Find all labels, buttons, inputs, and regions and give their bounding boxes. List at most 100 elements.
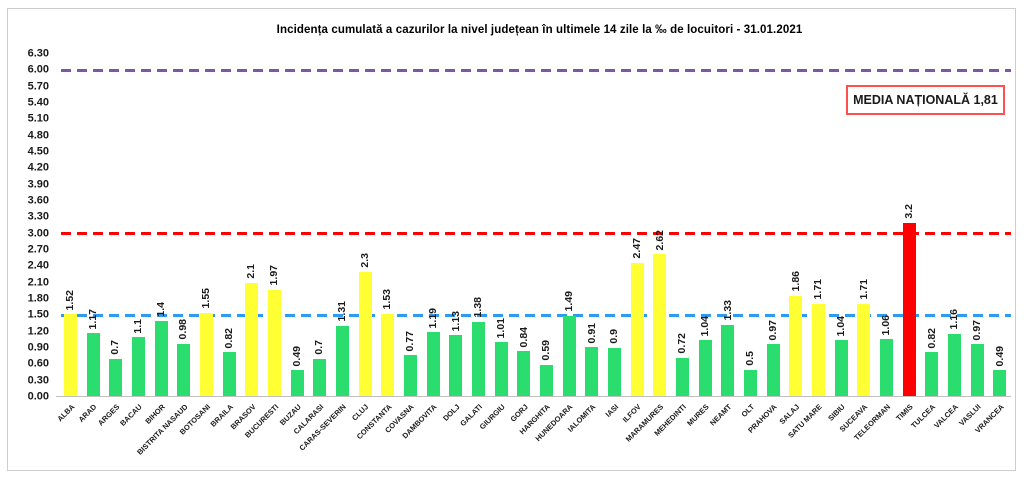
bar-slot-calarasi: 0.7 CALARASI — [292, 54, 331, 436]
bar-value-label: 1.38 — [472, 297, 485, 318]
bar-value-label: 2.3 — [358, 253, 371, 268]
bar-slot-ialomita: 0.91 IALOMITA — [566, 54, 603, 434]
bar-value-label: 2.62 — [653, 229, 666, 251]
bar-slot-giurgiu: 1.01 GIURGIU — [478, 54, 513, 431]
y-tick-label: 4.50 — [27, 145, 49, 158]
bar-slot-brasov: 2.1 BRASOV — [228, 54, 263, 431]
bar-slot-timis: 3.2 TIMIS — [894, 54, 921, 423]
bar-value-label: 0.98 — [177, 319, 190, 340]
bar — [131, 337, 145, 397]
y-tick-label: 3.60 — [27, 194, 49, 207]
x-axis-label: IASI — [603, 402, 621, 419]
bar — [585, 347, 599, 397]
bar-slot-prahova: 0.97 PRAHOVA — [746, 54, 785, 435]
bar-slot-bucuresti: 1.97 BUCURESTI — [243, 54, 286, 440]
bar-slot-mures: 1.04 MURES — [685, 54, 717, 428]
bar-value-label: 1.19 — [426, 307, 439, 329]
bar-slot-hunedoara: 1.49 HUNEDOARA — [534, 54, 581, 443]
bar — [925, 352, 939, 397]
bar-value-label: 1.71 — [812, 279, 825, 300]
bar-value-label: 1.97 — [268, 265, 281, 286]
bar-value-label: 2.47 — [630, 238, 643, 259]
bar — [834, 340, 848, 397]
bar-value-label: 1.4 — [154, 302, 167, 317]
bar — [335, 325, 349, 397]
x-axis-label: BACAU — [118, 402, 145, 428]
y-tick-label: 0.00 — [27, 390, 49, 403]
bar — [403, 355, 417, 397]
bar — [698, 340, 712, 397]
bar — [857, 303, 871, 397]
y-tick-label: 5.70 — [27, 80, 49, 93]
x-axis-line — [56, 396, 1011, 397]
x-axis-label: SIBIU — [826, 402, 847, 423]
bar — [993, 370, 1007, 397]
y-tick-label: 3.30 — [27, 210, 49, 223]
bar — [426, 332, 440, 397]
bar-value-label: 1.86 — [789, 271, 802, 292]
bar — [471, 321, 485, 397]
bar-value-label: 1.13 — [449, 311, 462, 332]
bar-value-label: 0.9 — [608, 329, 621, 344]
y-tick-label: 0.60 — [27, 357, 49, 370]
bar-slot-dolj: 1.13 DOLJ — [441, 54, 467, 423]
bar-value-label: 0.49 — [290, 345, 303, 367]
bar-value-label: 0.97 — [766, 319, 779, 341]
bar-value-label: 0.77 — [404, 330, 417, 352]
bar — [63, 314, 77, 397]
bar-slot-maramures: 2.62 MARAMURES — [624, 54, 671, 444]
bar-value-label: 1.06 — [880, 314, 893, 336]
bar-slot-ilfov: 2.47 ILFOV — [621, 54, 649, 424]
bar — [675, 357, 689, 397]
plot-area: 6.30 6.00 5.70 5.40 5.10 4.80 4.50 4.20 3.90 3.60… — [28, 48, 1012, 457]
bar-slot-vrancea: 0.49 VRANCEA — [973, 54, 1012, 435]
bar-slot-galati: 1.38 GALATI — [458, 54, 490, 428]
bar — [177, 343, 191, 397]
bar — [743, 369, 757, 397]
x-axis-label: ALBA — [54, 402, 77, 424]
bar-value-label: 1.52 — [64, 289, 77, 311]
bar-slot-iasi: 0.9 IASI — [603, 54, 626, 419]
bar-slot-vaslui: 0.97 VASLUI — [957, 54, 989, 428]
bar-slot-valcea: 1.16 VALCEA — [932, 54, 966, 430]
bar-slot-suceava: 1.71 SUCEAVA — [838, 54, 876, 434]
bar — [358, 271, 372, 397]
x-axis-label: CLUJ — [350, 402, 371, 423]
bar-slot-cluj: 2.3 CLUJ — [351, 54, 377, 423]
bar — [970, 344, 984, 397]
x-axis-label: MURES — [685, 402, 711, 428]
bar — [812, 303, 825, 397]
bar — [313, 358, 327, 397]
bar — [86, 333, 100, 397]
y-tick-label: 3.00 — [27, 227, 49, 240]
bar-value-label: 0.7 — [109, 340, 122, 355]
chart-panel: Incidența cumulată a cazurilor la nivel … — [7, 8, 1016, 471]
y-tick-label: 2.10 — [27, 276, 49, 289]
x-axis-label: VALCEA — [932, 402, 961, 431]
bar — [517, 351, 531, 397]
bar-slot-dambovita: 1.19 DAMBOVITA — [401, 54, 445, 440]
reference-line-3 — [61, 232, 1011, 236]
bar — [494, 342, 508, 397]
y-tick-label: 1.20 — [27, 325, 49, 338]
bar — [267, 289, 281, 397]
national-average-label: MEDIA NAȚIONALĂ 1,81 — [853, 93, 998, 107]
bar — [607, 348, 621, 397]
bar — [222, 352, 236, 397]
y-axis: 6.30 6.00 5.70 5.40 5.10 4.80 4.50 4.20 3.90 3.60… — [13, 48, 53, 402]
bar-slot-alba: 1.52 ALBA — [55, 54, 82, 423]
y-tick-label: 6.00 — [27, 63, 49, 76]
y-tick-label: 1.50 — [27, 308, 49, 321]
bar-slot-bistrita-nasaud: 0.98 BISTRITA NASAUD — [135, 54, 195, 457]
bar-slot-arad: 1.17 ARAD — [77, 54, 105, 424]
y-tick-label: 5.10 — [27, 112, 49, 125]
bar-slot-bacau: 1.1 BACAU — [118, 54, 150, 428]
bar — [902, 222, 916, 397]
bar-value-label: 1.71 — [857, 279, 870, 300]
bar-value-label: 1.04 — [698, 315, 711, 337]
y-tick-label: 6.30 — [27, 47, 49, 60]
bar-slot-covasna: 0.77 COVASNA — [384, 54, 422, 435]
bar — [199, 312, 213, 397]
bar-slot-braila: 0.82 BRAILA — [208, 54, 241, 429]
national-average-badge: MEDIA NAȚIONALĂ 1,81 — [846, 85, 1005, 115]
